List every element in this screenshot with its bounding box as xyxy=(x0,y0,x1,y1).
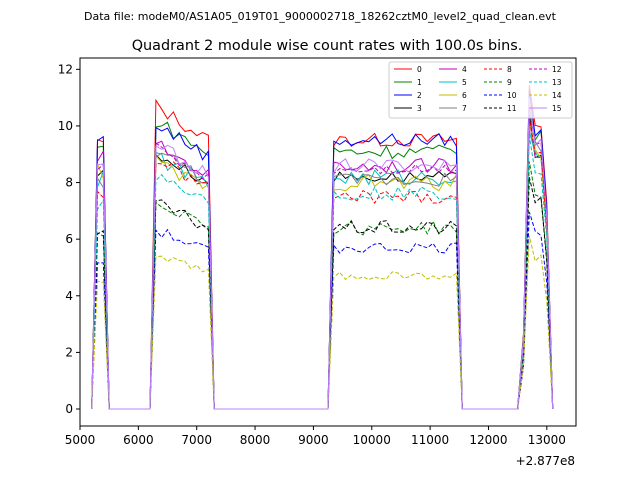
y-axis: 0 2 4 6 8 10 12 xyxy=(58,62,80,416)
legend-label-7: 7 xyxy=(462,104,467,113)
y-tick-label: 6 xyxy=(65,232,73,246)
chart-title: Quadrant 2 module wise count rates with … xyxy=(132,38,523,54)
legend-label-4: 4 xyxy=(462,65,467,74)
legend-label-14: 14 xyxy=(552,91,562,100)
x-tick-label: 13000 xyxy=(528,433,566,447)
legend-label-13: 13 xyxy=(552,78,562,87)
x-tick-label: 6000 xyxy=(123,433,154,447)
series-line-15 xyxy=(91,97,554,410)
series-line-3 xyxy=(91,113,554,410)
x-tick-label: 11000 xyxy=(411,433,449,447)
legend-label-5: 5 xyxy=(462,78,467,87)
x-tick-label: 7000 xyxy=(181,433,212,447)
legend-label-15: 15 xyxy=(552,104,562,113)
series-line-0 xyxy=(91,84,554,410)
y-tick-label: 2 xyxy=(65,345,73,359)
series-line-1 xyxy=(91,97,554,410)
plot-lines xyxy=(91,84,554,410)
y-tick-label: 12 xyxy=(58,62,73,76)
legend-label-12: 12 xyxy=(552,65,562,74)
y-tick-label: 0 xyxy=(65,402,73,416)
y-tick-label: 10 xyxy=(58,119,73,133)
legend-box xyxy=(388,61,573,119)
series-line-12 xyxy=(91,107,554,410)
x-offset-label: +2.877e8 xyxy=(516,454,575,468)
series-line-9 xyxy=(91,161,554,410)
legend-label-11: 11 xyxy=(507,104,517,113)
series-line-7 xyxy=(91,107,554,410)
data-file-header: Data file: modeM0/AS1A05_019T01_90000027… xyxy=(84,10,557,23)
x-tick-label: 9000 xyxy=(298,433,329,447)
legend-label-2: 2 xyxy=(417,91,422,100)
x-tick-label: 10000 xyxy=(353,433,391,447)
x-tick-label: 5000 xyxy=(65,433,96,447)
x-tick-label: 8000 xyxy=(240,433,271,447)
plot-frame xyxy=(79,57,577,427)
series-line-14 xyxy=(91,235,554,410)
legend-label-6: 6 xyxy=(462,91,467,100)
series-line-2 xyxy=(91,89,554,410)
legend-label-3: 3 xyxy=(417,104,422,113)
legend-label-9: 9 xyxy=(507,78,512,87)
y-tick-label: 4 xyxy=(65,289,73,303)
legend-label-10: 10 xyxy=(507,91,517,100)
legend-label-8: 8 xyxy=(507,65,512,74)
series-line-6 xyxy=(91,122,554,410)
x-axis: 5000 6000 7000 8000 9000 10000 11000 12000 13000 xyxy=(65,426,566,447)
legend-label-1: 1 xyxy=(417,78,422,87)
x-tick-label: 12000 xyxy=(469,433,507,447)
series-line-11 xyxy=(91,177,554,410)
y-tick-label: 8 xyxy=(65,176,73,190)
series-line-13 xyxy=(91,135,554,410)
legend-label-0: 0 xyxy=(417,65,422,74)
series-line-5 xyxy=(91,131,554,410)
series-line-10 xyxy=(91,211,554,410)
